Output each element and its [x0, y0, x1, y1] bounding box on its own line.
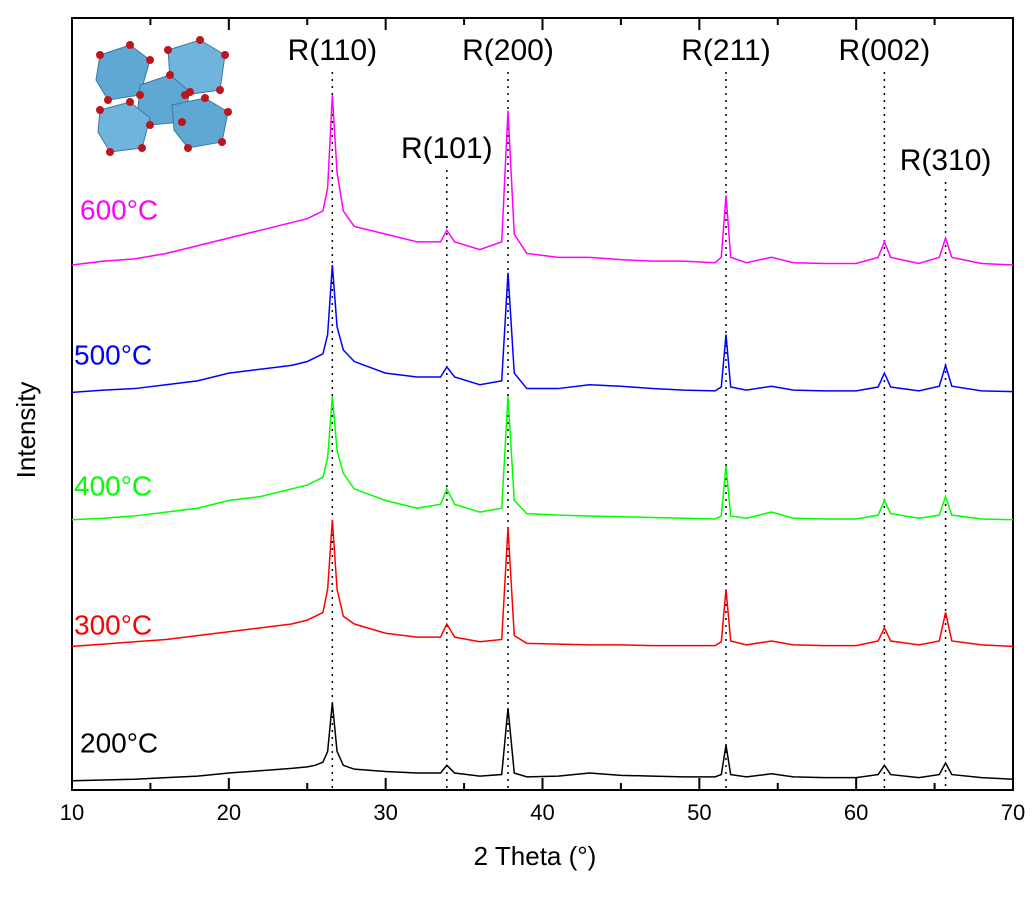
series-line: [71, 95, 1014, 266]
series-line: [71, 702, 1014, 782]
x-tick-label: 70: [1001, 800, 1025, 825]
series-label: 500°C: [74, 339, 152, 370]
y-axis-label: Intensity: [11, 382, 41, 479]
series-label: 400°C: [74, 470, 152, 501]
reflection-label: R(310): [900, 144, 992, 177]
series-line: [71, 264, 1014, 394]
reflection-label: R(200): [462, 34, 554, 67]
x-tick-label: 50: [687, 800, 711, 825]
reflection-label: R(211): [681, 34, 770, 67]
series-label: 200°C: [80, 727, 158, 758]
series-line: [71, 396, 1014, 521]
x-tick-label: 40: [530, 800, 554, 825]
series-line: [71, 519, 1014, 648]
series-label: 600°C: [80, 194, 158, 225]
series-label: 300°C: [74, 609, 152, 640]
x-tick-label: 60: [844, 800, 868, 825]
reflection-label: R(002): [839, 34, 931, 67]
reflection-label: R(110): [288, 34, 377, 67]
crystal-inset: [95, 36, 232, 156]
x-tick-label: 20: [217, 800, 241, 825]
x-axis-label: 2 Theta (°): [474, 841, 597, 871]
x-tick-label: 30: [373, 800, 397, 825]
x-tick-label: 10: [60, 800, 84, 825]
reflection-label: R(101): [401, 132, 493, 165]
